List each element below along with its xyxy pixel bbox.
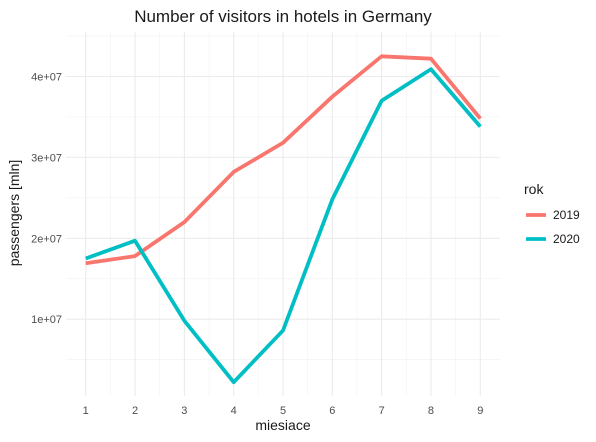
series-line-2020 <box>85 67 482 385</box>
y-axis-ticks: 1e+07 2e+07 3e+07 4e+07 <box>31 71 62 326</box>
y-axis-title: passengers [mln] <box>6 160 22 267</box>
x-axis-ticks: 1 2 3 4 5 6 7 8 9 <box>83 405 484 417</box>
y-tick-label: 3e+07 <box>31 152 62 164</box>
legend-label-2020: 2020 <box>553 232 580 246</box>
x-tick-label: 4 <box>231 405 237 417</box>
x-tick-label: 6 <box>329 405 335 417</box>
x-tick-label: 7 <box>379 405 385 417</box>
legend-items: 2019 2020 <box>526 208 580 246</box>
x-tick-label: 5 <box>280 405 286 417</box>
x-tick-label: 8 <box>428 405 434 417</box>
chart-title: Number of visitors in hotels in Germany <box>134 7 432 26</box>
x-tick-label: 2 <box>132 405 138 417</box>
y-tick-label: 4e+07 <box>31 71 62 83</box>
series-lines <box>85 54 482 385</box>
legend-title: rok <box>524 181 544 197</box>
legend-label-2019: 2019 <box>553 208 580 222</box>
grid-lines <box>66 32 500 396</box>
x-tick-label: 1 <box>83 405 89 417</box>
y-tick-label: 1e+07 <box>31 314 62 326</box>
x-axis-title: miesiace <box>255 417 310 433</box>
legend: rok 2019 2020 <box>524 181 580 246</box>
series-line-2019 <box>85 54 482 266</box>
y-tick-label: 2e+07 <box>31 233 62 245</box>
x-tick-label: 3 <box>181 405 187 417</box>
x-tick-label: 9 <box>477 405 483 417</box>
